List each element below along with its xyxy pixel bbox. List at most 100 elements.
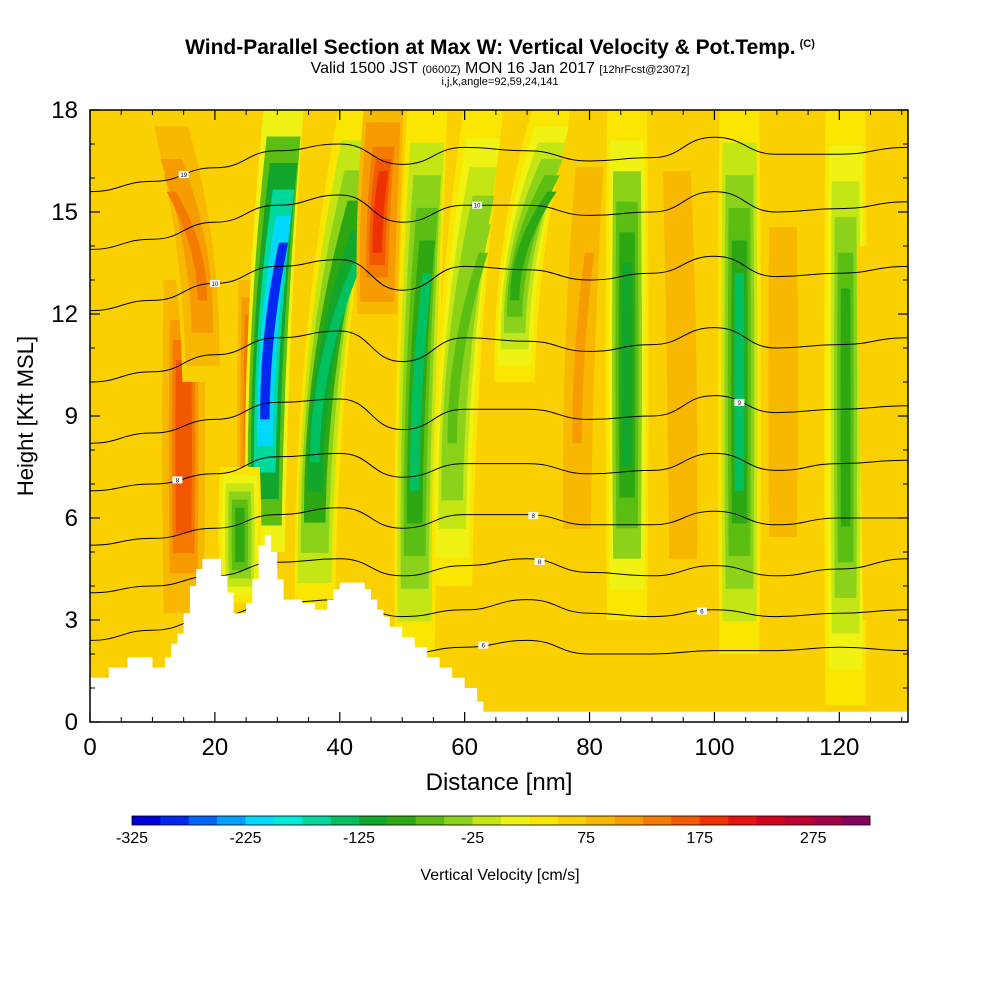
contour-label-bg [696, 607, 707, 615]
valid-date: MON 16 Jan 2017 [465, 60, 595, 77]
colorbar-swatch [671, 816, 700, 825]
x-tick-label: 0 [83, 734, 96, 761]
colorbar-swatch [642, 816, 672, 825]
colorbar-swatch [614, 816, 644, 825]
contour-label: 8 [532, 514, 536, 520]
theta-contour [90, 558, 908, 594]
theta-contour [90, 191, 908, 250]
colorbar-swatch [728, 816, 757, 825]
w-band-level [310, 260, 364, 463]
w-band [556, 110, 610, 586]
contour-label-bg [209, 279, 220, 287]
y-tick-label: 0 [65, 709, 78, 736]
theta-contour [90, 327, 908, 383]
colorbar-swatch [359, 816, 388, 825]
contour-label-bg [734, 398, 745, 406]
colorbar-swatch [415, 816, 445, 825]
w-band-level [734, 273, 745, 491]
colorbar-swatch [330, 816, 360, 825]
colorbar-swatch [387, 816, 417, 825]
x-tick-label: 120 [819, 734, 859, 761]
plot-area: 6 6 8 8 8 9 10 10 19 [90, 110, 908, 722]
colorbar-swatch [529, 816, 559, 825]
contour-label: 8 [538, 560, 542, 566]
w-band-level [840, 288, 851, 527]
w-band-level [166, 191, 208, 301]
colorbar-swatch [557, 816, 587, 825]
x-tick-label: 20 [202, 734, 229, 761]
colorbar-swatch [132, 816, 161, 825]
w-band-level [447, 252, 489, 444]
theta-contour [90, 452, 908, 492]
w-band [856, 246, 904, 620]
colorbar-swatch [501, 816, 530, 825]
colorbar-tick-label: 75 [577, 830, 595, 847]
w-band-level [672, 263, 688, 467]
w-band [494, 110, 573, 382]
w-band-level [778, 300, 789, 464]
w-band [356, 110, 404, 314]
colorbar-tick-label: -225 [230, 830, 262, 847]
w-band-level [178, 379, 189, 514]
colorbar-swatch [188, 816, 218, 825]
contour-label-bg [534, 558, 545, 566]
y-tick-label: 12 [51, 301, 78, 328]
w-band [717, 110, 761, 654]
valid-utc: (0600Z) [422, 64, 461, 76]
colorbar-swatch [841, 816, 871, 825]
theta-contour [90, 395, 908, 444]
colorbar-swatch [245, 816, 275, 825]
contour-label: 6 [482, 644, 486, 650]
contour-label-bg [472, 201, 483, 209]
x-axis-label: Distance [nm] [426, 769, 573, 796]
colorbar-swatch [444, 816, 473, 825]
contour-label: 10 [474, 204, 481, 210]
colorbar-swatch [756, 816, 786, 825]
y-tick-label: 6 [65, 505, 78, 532]
colorbar: -325 -225 -125 -25 75 175 275 Vertical Velocity… [116, 815, 871, 884]
x-tick-label: 80 [576, 734, 603, 761]
colorbar-tick-label: -25 [461, 830, 484, 847]
w-band-level [622, 263, 632, 467]
colorbar-swatch [273, 816, 303, 825]
w-band-level [872, 358, 888, 508]
contour-label-bg [528, 512, 539, 520]
copyright-mark: (C) [799, 38, 815, 50]
y-tick-label: 18 [51, 97, 78, 124]
theta-contour [90, 136, 908, 193]
colorbar-swatch [160, 816, 190, 825]
colorbar-tick-label: -325 [116, 830, 148, 847]
w-band-level [372, 171, 389, 253]
w-band [605, 110, 649, 620]
colorbar-swatch [302, 816, 331, 825]
y-tick-label: 9 [65, 403, 78, 430]
y-axis-label: Height [Kft MSL] [13, 336, 38, 496]
valid-time: Valid 1500 JST [310, 60, 418, 77]
w-band [218, 467, 262, 603]
w-band-level [260, 242, 289, 420]
w-band-level [307, 230, 367, 493]
theta-contour [90, 507, 908, 546]
forecast-info: [12hrFcst@2307z] [599, 64, 690, 76]
y-tick-label: 3 [65, 607, 78, 634]
w-band-level [509, 191, 557, 301]
w-band-level [410, 273, 432, 491]
contour-label-bg [178, 171, 189, 179]
colorbar-label: Vertical Velocity [cm/s] [420, 867, 579, 884]
colorbar-tick-label: 175 [686, 830, 713, 847]
w-band [151, 110, 223, 382]
chart-title: Wind-Parallel Section at Max W: Vertical… [0, 36, 1000, 60]
x-tick-label: 40 [326, 734, 353, 761]
colorbar-swatch [217, 816, 246, 825]
y-tick-label: 15 [51, 199, 78, 226]
colorbar-swatch [586, 816, 615, 825]
contour-label: 8 [176, 478, 180, 484]
section-params: i,j,k,angle=92,59,24,141 [441, 76, 559, 88]
w-band [761, 178, 805, 586]
colorbar-swatch [699, 816, 729, 825]
x-tick-label: 60 [451, 734, 478, 761]
w-band [656, 110, 704, 620]
w-band [824, 110, 868, 705]
colorbar-swatch [472, 816, 502, 825]
